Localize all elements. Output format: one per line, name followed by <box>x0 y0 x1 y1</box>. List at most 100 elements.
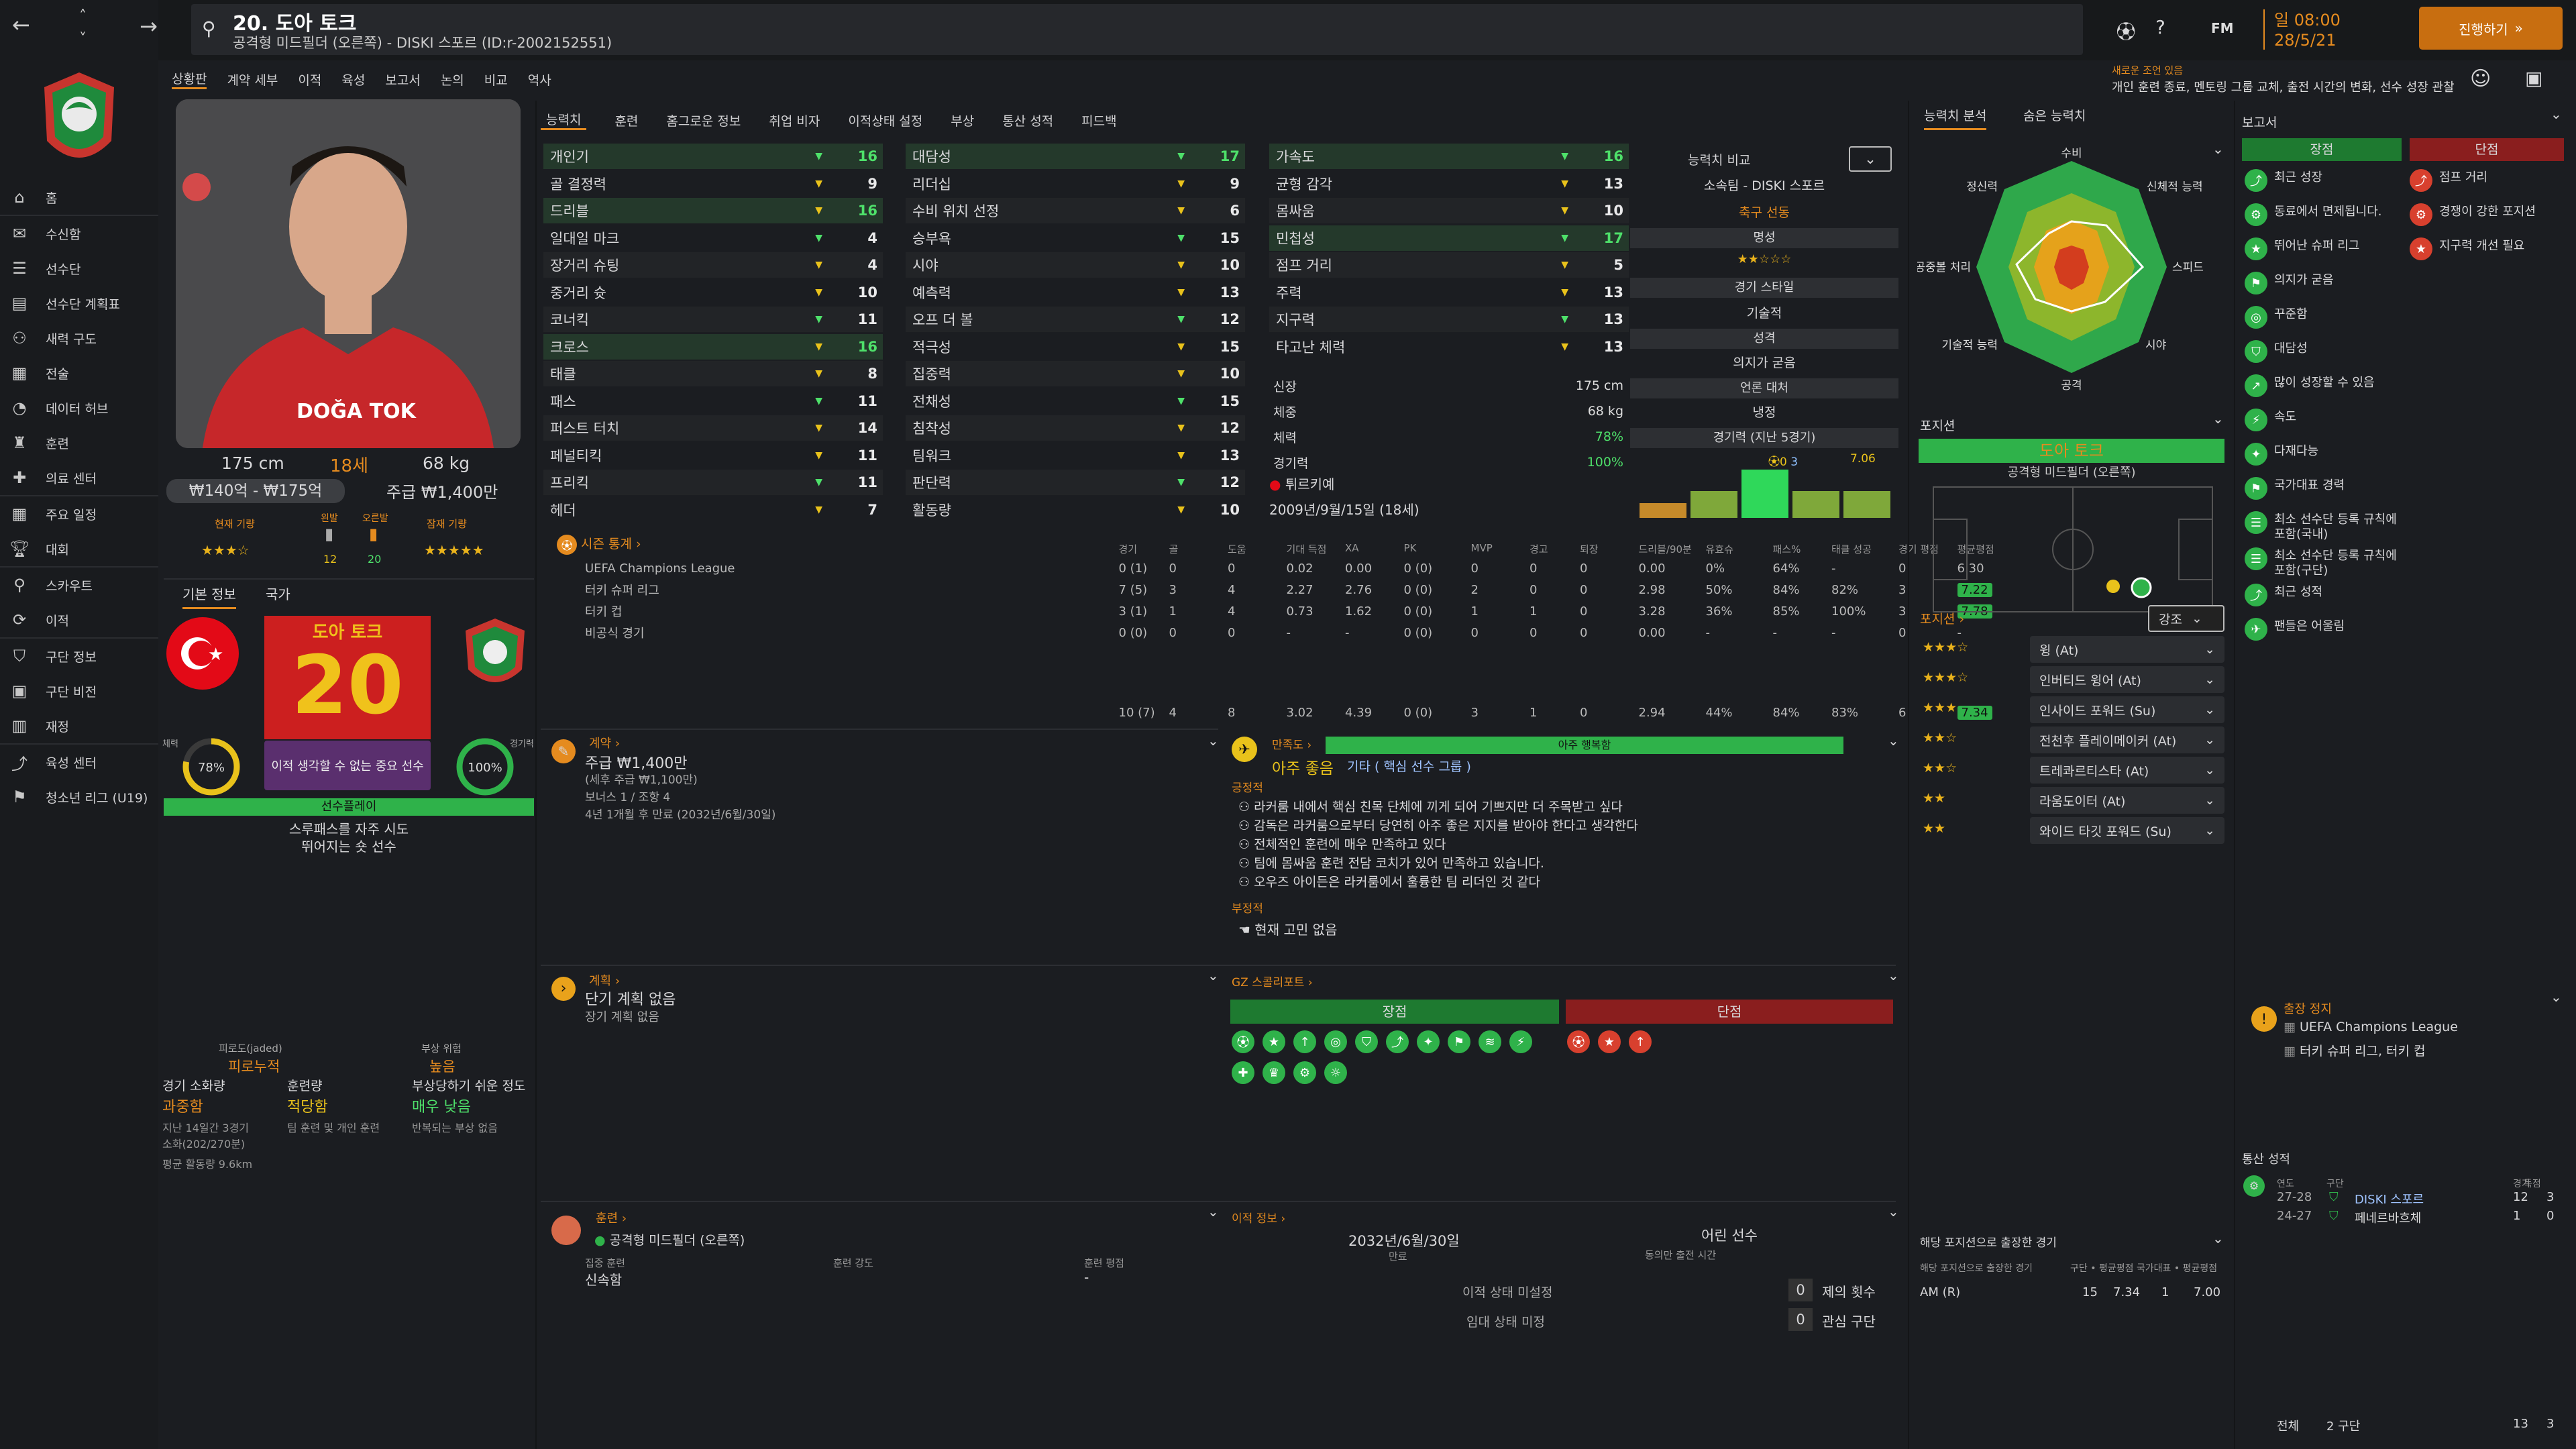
report-item[interactable]: ⚙ 경쟁이 강한 포지션 <box>2407 201 2568 234</box>
nav-medical[interactable]: ✚ 의료 센터 <box>0 460 158 495</box>
search-icon[interactable]: ⚲ <box>202 17 216 40</box>
nav-data-hub[interactable]: ◔ 데이터 허브 <box>0 390 158 425</box>
nav-squad[interactable]: ☰ 선수단 <box>0 251 158 286</box>
nav-training[interactable]: ♜ 훈련 <box>0 425 158 460</box>
compare-dropdown[interactable]: ⌄ <box>1849 146 1892 172</box>
nav-squad-planner[interactable]: ▤ 선수단 계획표 <box>0 286 158 321</box>
plan-title[interactable]: 계획 › <box>589 974 621 988</box>
tab-injury[interactable]: 부상 <box>951 113 975 129</box>
attribute-row[interactable]: 패스 ▼ 11 <box>543 388 883 414</box>
attribute-row[interactable]: 팀워크 ▼ 13 <box>906 443 1245 468</box>
chevron-down-icon[interactable]: ⌄ <box>1208 1203 1219 1220</box>
chevron-down-icon[interactable]: ⌄ <box>2212 141 2224 157</box>
role-row[interactable]: ★★☆ 트레콰르티스타 (At) ⌄ <box>1920 757 2224 784</box>
chevron-down-icon[interactable]: ⌄ <box>1888 967 1899 983</box>
trait-icon[interactable]: ↑ <box>1293 1030 1316 1053</box>
chevron-down-icon[interactable]: ⌄ <box>1888 733 1899 749</box>
tab-transfer-status[interactable]: 이적상태 설정 <box>848 113 923 129</box>
tab-homegrown[interactable]: 홈그로운 정보 <box>666 113 741 129</box>
attribute-row[interactable]: 코너킥 ▼ 11 <box>543 307 883 332</box>
chevron-down-icon[interactable]: ⌄ <box>2551 106 2562 122</box>
transfer-info-title[interactable]: 이적 정보 › <box>1232 1212 1286 1226</box>
attribute-row[interactable]: 타고난 체력 ▼ 13 <box>1269 334 1629 360</box>
stats-title[interactable]: ⚽︎ 시즌 통계 › <box>557 534 641 555</box>
happiness-title[interactable]: 만족도 › <box>1272 739 1312 752</box>
nav-inbox[interactable]: ✉ 수신함 <box>0 216 158 251</box>
tab-work-permit[interactable]: 취업 비자 <box>769 113 820 129</box>
training-title[interactable]: 훈련 › <box>596 1212 627 1226</box>
forward-arrow-icon[interactable]: → <box>140 13 158 39</box>
menu-contract[interactable]: 계약 세부 <box>227 72 278 88</box>
career-row[interactable]: 27-28 ⛉ DISKI 스포르 12 3 <box>2274 1190 2556 1209</box>
trait-icon[interactable]: ◎ <box>1324 1030 1347 1053</box>
report-item[interactable]: ☰ 최소 선수단 등록 규칙에 포함(국내) <box>2242 508 2407 547</box>
attribute-row[interactable]: 수비 위치 선정 ▼ 6 <box>906 198 1245 223</box>
back-arrow-icon[interactable]: ← <box>12 12 30 38</box>
attribute-row[interactable]: 몸싸움 ▼ 10 <box>1269 198 1629 223</box>
tab-feedback[interactable]: 피드백 <box>1081 113 1117 129</box>
report-item[interactable]: ⛉ 대담성 <box>2242 337 2407 371</box>
chevron-up-icon[interactable]: ˄ <box>79 8 87 25</box>
attribute-row[interactable]: 대담성 ▼ 17 <box>906 144 1245 169</box>
role-row[interactable]: ★★ 라움도이터 (At) ⌄ <box>1920 787 2224 814</box>
nav-tactics[interactable]: ▦ 전술 <box>0 356 158 390</box>
nav-schedule[interactable]: ▦ 주요 일정 <box>0 496 158 531</box>
report-item[interactable]: ⤴ 최근 성장 <box>2242 166 2407 200</box>
report-item[interactable]: ★ 지구력 개선 필요 <box>2407 235 2568 268</box>
attribute-row[interactable]: 중거리 슛 ▼ 10 <box>543 280 883 305</box>
scout-report-title[interactable]: GZ 스콜리포트 › <box>1232 976 1313 989</box>
trait-icon[interactable]: ☼ <box>1324 1061 1347 1084</box>
nav-youth-league[interactable]: ⚑ 청소년 리그 (U19) <box>0 780 158 814</box>
tab-ability-analysis[interactable]: 능력치 분석 <box>1924 106 1987 130</box>
trait-icon[interactable]: ↑ <box>1629 1030 1652 1053</box>
stats-row[interactable]: 터키 슈퍼 리그 7 (5) 3 4 2.27 2.76 0 (0) 2 0 0 2.98 50% 84… <box>543 580 1992 600</box>
role-focus-dropdown[interactable]: 강조 ⌄ <box>2148 605 2224 632</box>
tab-nation[interactable]: 국가 <box>266 586 290 602</box>
role-dropdown[interactable]: 라움도이터 (At) ⌄ <box>2030 787 2224 814</box>
role-row[interactable]: ★★★ 인사이드 포워드 (Su) ⌄ <box>1920 696 2224 723</box>
menu-overview[interactable]: 상황판 <box>172 69 207 89</box>
trait-icon[interactable]: ⚑ <box>1448 1030 1470 1053</box>
report-item[interactable]: ⚑ 국가대표 경력 <box>2242 474 2407 508</box>
layout-icon[interactable]: ▣ <box>2525 67 2543 89</box>
trait-icon[interactable]: ✚ <box>1232 1061 1254 1084</box>
trait-icon[interactable]: ⛉ <box>1355 1030 1378 1053</box>
attribute-row[interactable]: 민첩성 ▼ 17 <box>1269 225 1629 251</box>
chevron-down-icon[interactable]: ⌄ <box>2212 1230 2224 1246</box>
help-icon[interactable]: ? <box>2155 16 2165 38</box>
notice-text[interactable]: 개인 훈련 종료, 멘토링 그룹 교체, 출전 시간의 변화, 선수 성장 관찰 <box>2112 80 2455 95</box>
role-row[interactable]: ★★★☆ 윙 (At) ⌄ <box>1920 636 2224 663</box>
fm-logo[interactable]: FM <box>2211 20 2234 36</box>
report-item[interactable]: ◎ 꾸준함 <box>2242 303 2407 337</box>
report-item[interactable]: ⚙ 동료에서 면제됩니다. <box>2242 201 2407 234</box>
tab-basic-info[interactable]: 기본 정보 <box>182 584 236 609</box>
attribute-row[interactable]: 전채성 ▼ 15 <box>906 388 1245 414</box>
attribute-row[interactable]: 활동량 ▼ 10 <box>906 497 1245 523</box>
chevron-down-icon[interactable]: ⌄ <box>1208 733 1219 749</box>
role-dropdown[interactable]: 전천후 플레이메이커 (At) ⌄ <box>2030 727 2224 753</box>
attribute-row[interactable]: 페널티킥 ▼ 11 <box>543 443 883 468</box>
attribute-row[interactable]: 점프 거리 ▼ 5 <box>1269 252 1629 278</box>
role-dropdown[interactable]: 트레콰르티스타 (At) ⌄ <box>2030 757 2224 784</box>
tab-hidden-attributes[interactable]: 숨은 능력치 <box>2023 109 2086 123</box>
stats-row[interactable]: 비공식 경기 0 (0) 0 0 - - 0 (0) 0 0 0 0.00 - - - 0 - <box>543 623 1962 643</box>
nav-transfers[interactable]: ⟳ 이적 <box>0 602 158 637</box>
roles-title[interactable]: 포지션 › <box>1920 612 1965 627</box>
chevron-down-icon[interactable]: ⌄ <box>2212 411 2224 427</box>
nav-development[interactable]: ⤴ 육성 센터 <box>0 745 158 780</box>
report-item[interactable]: ✦ 다재다능 <box>2242 440 2407 474</box>
nav-club-vision[interactable]: ▣ 구단 비전 <box>0 674 158 708</box>
attribute-row[interactable]: 오프 더 볼 ▼ 12 <box>906 307 1245 332</box>
trait-icon[interactable]: ⤴ <box>1386 1030 1409 1053</box>
tab-attributes[interactable]: 능력치 <box>541 110 587 130</box>
attribute-row[interactable]: 판단력 ▼ 12 <box>906 470 1245 495</box>
tab-career-stats[interactable]: 통산 성적 <box>1002 113 1054 129</box>
contract-title[interactable]: 계약 › <box>589 737 621 751</box>
report-item[interactable]: ⚡ 속도 <box>2242 406 2407 439</box>
attribute-row[interactable]: 퍼스트 터치 ▼ 14 <box>543 415 883 441</box>
attribute-row[interactable]: 프리킥 ▼ 11 <box>543 470 883 495</box>
attribute-row[interactable]: 골 결정력 ▼ 9 <box>543 171 883 197</box>
ball-icon[interactable]: ⚽︎ <box>2116 21 2136 43</box>
report-item[interactable]: ⤴ 점프 거리 <box>2407 166 2568 200</box>
role-dropdown[interactable]: 인사이드 포워드 (Su) ⌄ <box>2030 696 2224 723</box>
